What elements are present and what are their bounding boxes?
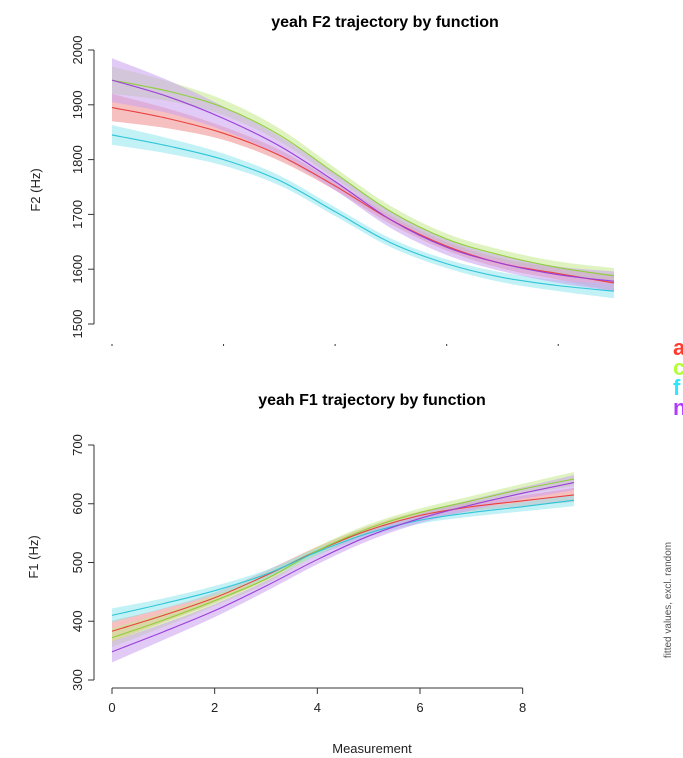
- f1-y-tick-label: 400: [70, 610, 85, 632]
- legend-entry-f: f: [673, 375, 681, 400]
- f1-x-tick-label: 4: [314, 700, 321, 715]
- f1-line-3: [111, 482, 575, 653]
- f2-band-0: [112, 93, 614, 292]
- f1-y-tick-label: 500: [70, 552, 85, 574]
- f2-panel: yeah F2 trajectory by function F2 (Hz) 1…: [28, 14, 615, 346]
- f1-line-2: [111, 499, 575, 616]
- legend-entry-a: a: [673, 335, 683, 360]
- f1-y-tick-label: 700: [70, 434, 85, 456]
- f1-line-1: [111, 478, 575, 639]
- f2-y-tick-label: 1500: [70, 310, 85, 339]
- f1-axes: 300 400 500 600 700 0 2 4 6 8: [70, 434, 526, 715]
- f2-y-tick-label: 1600: [70, 255, 85, 284]
- f1-chart-title: yeah F1 trajectory by function: [258, 392, 486, 409]
- f2-confidence-bands: [112, 58, 614, 299]
- f1-x-tick-label: 6: [416, 700, 423, 715]
- f2-line-2: [111, 134, 615, 292]
- f2-axes: 1500 1600 1700 1800 1900 2000: [70, 36, 559, 346]
- f1-panel: yeah F1 trajectory by function F1 (Hz) M…: [26, 392, 575, 756]
- f2-y-tick-label: 2000: [70, 36, 85, 65]
- f1-x-tick-label: 0: [108, 700, 115, 715]
- f1-series-lines: [111, 478, 575, 653]
- legend-entry-n: n: [673, 395, 683, 420]
- f2-band-2: [112, 125, 614, 299]
- f2-series-lines: [111, 79, 615, 292]
- f1-x-axis-label: Measurement: [332, 741, 412, 756]
- f2-band-3: [112, 58, 614, 292]
- f2-y-tick-label: 1900: [70, 90, 85, 119]
- f2-line-1: [111, 79, 615, 277]
- f2-y-tick-label: 1700: [70, 200, 85, 229]
- f1-line-0: [111, 494, 575, 632]
- f2-y-axis-label: F2 (Hz): [28, 168, 43, 211]
- legend: a c f n: [673, 335, 683, 420]
- f1-y-tick-label: 300: [70, 669, 85, 691]
- f1-x-tick-label: 8: [519, 700, 526, 715]
- side-note: fitted values, excl. random: [663, 542, 674, 658]
- f1-x-tick-label: 2: [211, 700, 218, 715]
- f2-y-tick-label: 1800: [70, 145, 85, 174]
- f2-line-0: [111, 107, 615, 284]
- f2-chart-title: yeah F2 trajectory by function: [271, 14, 499, 31]
- f1-band-2: [112, 494, 574, 623]
- f1-y-axis-label: F1 (Hz): [26, 535, 41, 578]
- f1-confidence-bands: [112, 472, 574, 663]
- f1-y-tick-label: 600: [70, 493, 85, 515]
- f2-line-3: [111, 79, 615, 282]
- legend-entry-c: c: [673, 355, 683, 380]
- f1-band-3: [112, 474, 574, 663]
